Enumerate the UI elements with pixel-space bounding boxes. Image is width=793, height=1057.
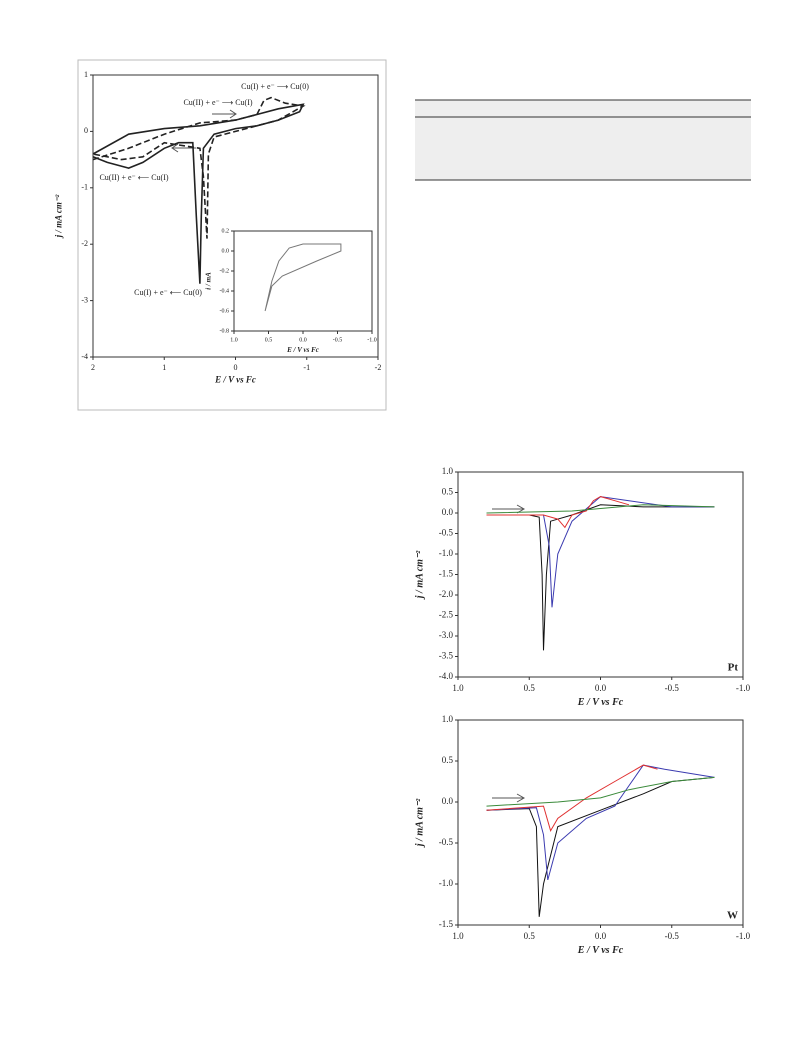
y-tick-label: -0.5 [439, 837, 454, 847]
y-axis-label: i / mA [204, 272, 212, 290]
y-tick-label: -0.2 [220, 268, 230, 274]
y-tick-label: 0.0 [222, 248, 230, 254]
inset-background [234, 231, 372, 331]
x-tick-label: -0.5 [333, 337, 343, 343]
x-axis-label: E / V vs Fc [214, 375, 256, 385]
x-tick-label: -1 [303, 363, 310, 372]
y-tick-label: 1.0 [442, 714, 454, 724]
x-tick-label: 1.0 [230, 337, 238, 343]
annotation: Cu(I) + e⁻ ⟶ Cu(0) [241, 82, 309, 91]
annotation: W [727, 910, 738, 922]
x-tick-label: 0.0 [299, 337, 307, 343]
x-axis-label: E / V vs Fc [577, 945, 624, 956]
plot-frame [457, 471, 744, 678]
y-tick-label: -2.0 [439, 589, 454, 599]
y-tick-label: 0.0 [442, 796, 454, 806]
data-line [486, 764, 715, 881]
y-tick-label: -1.0 [439, 548, 454, 558]
y-tick-label: 0 [84, 126, 88, 135]
x-tick-label: 0.5 [524, 683, 536, 693]
y-tick-label: 0.5 [442, 755, 454, 765]
annotation: Pt [728, 662, 739, 674]
y-tick-label: -1 [81, 183, 88, 192]
y-tick-label: -0.4 [220, 288, 230, 294]
x-tick-label: 1.0 [452, 931, 464, 941]
annotation: Cu(II) + e⁻ ⟵ Cu(I) [99, 173, 168, 182]
y-tick-label: -4.0 [439, 671, 454, 681]
y-tick-label: -4 [81, 352, 88, 361]
x-tick-label: 1 [162, 363, 166, 372]
data-line [486, 776, 715, 807]
data-line [264, 243, 342, 312]
y-tick-label: -0.8 [220, 328, 230, 334]
arrow [492, 504, 526, 514]
annotation: Cu(II) + e⁻ ⟶ Cu(I) [183, 98, 252, 107]
arrow [492, 793, 526, 803]
y-tick-label: -1.5 [439, 919, 454, 929]
data-line [486, 504, 715, 651]
data-line [92, 103, 305, 284]
y-axis-label: j / mA cm⁻² [53, 194, 63, 239]
y-tick-label: -3.5 [439, 651, 454, 661]
y-tick-label: -0.5 [439, 528, 454, 538]
y-tick-label: -2 [81, 239, 88, 248]
x-tick-label: -0.5 [665, 683, 680, 693]
arrow [171, 143, 196, 153]
data-line [486, 496, 715, 608]
x-tick-label: -1.0 [367, 337, 377, 343]
x-tick-label: -1.0 [736, 931, 751, 941]
y-tick-label: 1 [84, 70, 88, 79]
x-axis-label: E / V vs Fc [286, 346, 319, 354]
y-tick-label: 0.2 [222, 228, 230, 234]
data-line [486, 776, 715, 917]
x-tick-label: 0.5 [524, 931, 536, 941]
y-tick-label: -1.5 [439, 569, 454, 579]
x-tick-label: 2 [91, 363, 95, 372]
table-body [415, 100, 751, 180]
y-tick-label: -3 [81, 295, 88, 304]
y-tick-label: 0.0 [442, 507, 454, 517]
x-tick-label: 0.5 [265, 337, 273, 343]
x-tick-label: 0.0 [595, 931, 607, 941]
y-axis-label: j / mA cm⁻² [414, 798, 425, 848]
data-line [486, 496, 630, 529]
x-tick-label: -1.0 [736, 683, 751, 693]
y-tick-label: -0.6 [220, 308, 230, 314]
y-tick-label: -2.5 [439, 610, 454, 620]
y-tick-label: 0.5 [442, 487, 454, 497]
x-tick-label: 0.0 [595, 683, 607, 693]
x-tick-label: -2 [375, 363, 382, 372]
arrow [212, 109, 237, 119]
y-axis-label: j / mA cm⁻² [414, 550, 425, 600]
y-tick-label: 1.0 [442, 466, 454, 476]
data-line [486, 764, 658, 832]
arrows [171, 109, 526, 803]
x-tick-label: 1.0 [452, 683, 464, 693]
y-tick-label: -3.0 [439, 630, 454, 640]
data-line [486, 504, 715, 514]
data-line [92, 96, 306, 239]
x-axis-label: E / V vs Fc [577, 697, 624, 708]
x-tick-label: 0 [234, 363, 238, 372]
plot-frame [457, 719, 744, 926]
figure-frame [77, 59, 387, 411]
x-tick-label: -0.5 [665, 931, 680, 941]
annotation: Cu(I) + e⁻ ⟵ Cu(0) [134, 288, 202, 297]
y-tick-label: -1.0 [439, 878, 454, 888]
